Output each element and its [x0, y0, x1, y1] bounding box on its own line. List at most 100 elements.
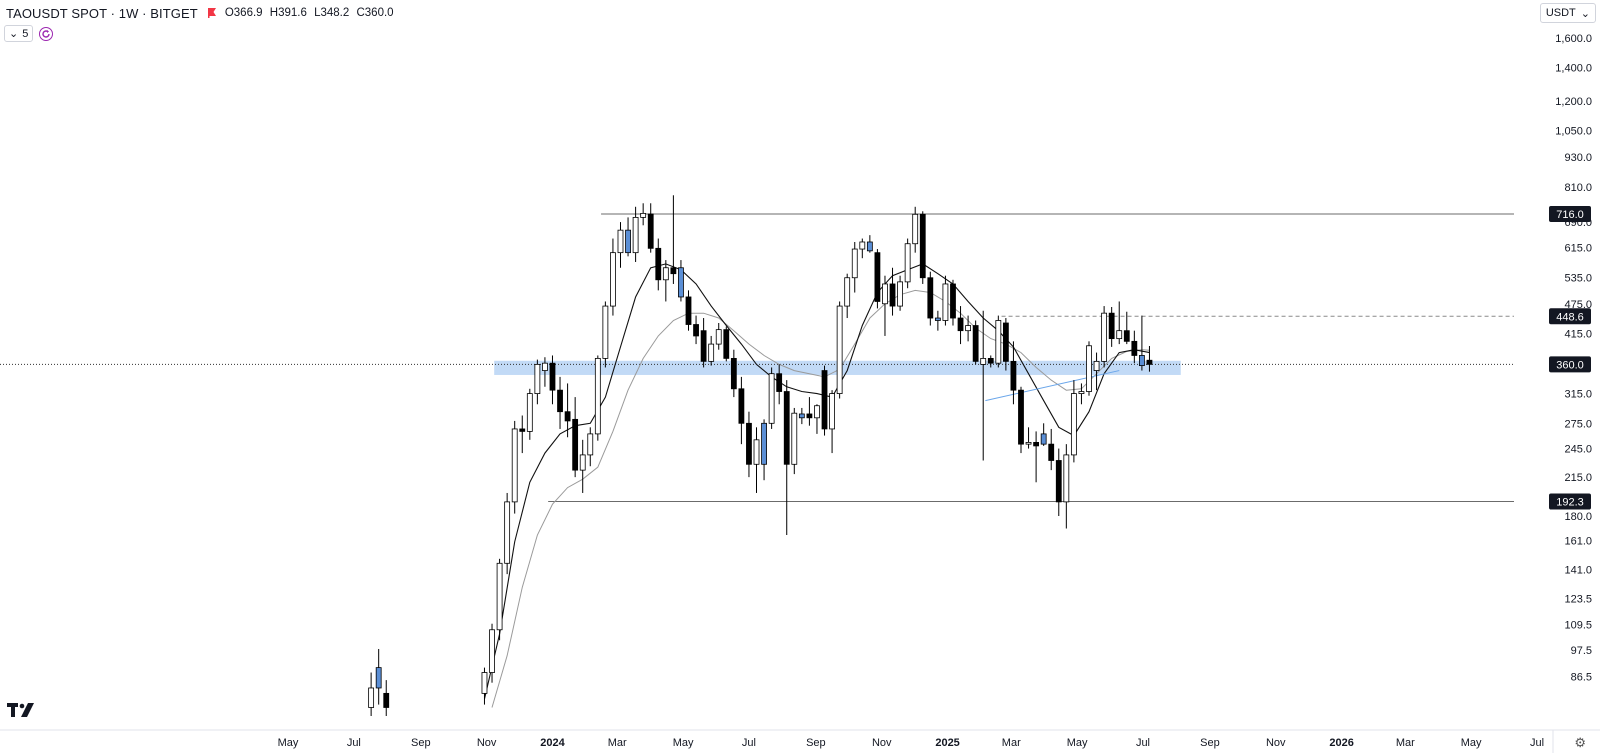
candle	[791, 407, 798, 475]
candle-body	[791, 412, 798, 465]
currency-select[interactable]: USDT ⌄	[1539, 3, 1596, 23]
flag-icon[interactable]	[207, 8, 217, 18]
candle-body	[957, 317, 964, 332]
candle-body	[738, 388, 745, 424]
y-tick-label: 123.5	[1564, 593, 1592, 605]
price-label-box	[1549, 493, 1591, 510]
candle	[1010, 341, 1017, 405]
y-tick-label: 215.0	[1564, 472, 1592, 484]
candle-body	[1018, 389, 1024, 445]
candle-body	[715, 329, 722, 345]
y-tick-label: 1,400.0	[1555, 62, 1592, 74]
candle-body	[1033, 442, 1040, 447]
candle	[534, 359, 541, 405]
candle	[746, 411, 752, 478]
candle-body	[874, 252, 881, 302]
candle-body	[1078, 391, 1085, 394]
candle-body	[1146, 359, 1153, 365]
x-tick-label: Jul	[742, 737, 756, 749]
x-tick-label: May	[673, 737, 694, 749]
candle-body	[602, 305, 609, 359]
candle-body	[534, 363, 541, 394]
candle-body	[1025, 442, 1032, 445]
candle-body	[368, 687, 375, 708]
candle	[542, 357, 548, 387]
candle-body	[972, 325, 979, 362]
candle	[640, 203, 647, 226]
candle	[662, 260, 669, 302]
candle	[730, 349, 737, 398]
candle	[738, 376, 745, 445]
tradingview-logo[interactable]	[7, 701, 35, 722]
candle	[632, 206, 639, 262]
plot-area	[0, 195, 1514, 716]
y-tick-label: 275.0	[1564, 418, 1592, 430]
candle-body	[950, 283, 956, 319]
x-tick-label: Sep	[1200, 737, 1220, 749]
x-tick-label: 2026	[1329, 737, 1353, 749]
candle	[572, 397, 579, 478]
candle	[655, 238, 662, 291]
candle	[934, 310, 941, 331]
x-tick-label: Mar	[1396, 737, 1415, 749]
indicator-count: 5	[22, 27, 29, 40]
price-label-text: 192.3	[1556, 497, 1584, 509]
candle	[1086, 341, 1092, 396]
y-tick-label: 180.0	[1564, 511, 1592, 523]
candle	[1146, 345, 1153, 372]
candle	[866, 235, 873, 253]
candle-body	[1055, 460, 1062, 503]
candle-body	[995, 320, 1002, 364]
candle-body	[617, 229, 624, 254]
symbol-title[interactable]: TAOUSDT SPOT · 1W · BITGET	[6, 5, 198, 21]
candle-body	[776, 373, 783, 392]
candle	[1138, 315, 1145, 371]
candle	[882, 275, 888, 336]
candle	[1116, 301, 1123, 345]
candle-body	[526, 393, 533, 432]
candle-body	[768, 373, 775, 424]
legend-header: TAOUSDT SPOT · 1W · BITGET O366.9 H391.6…	[6, 4, 398, 22]
candle	[594, 355, 601, 441]
candle	[647, 203, 654, 253]
candle	[980, 310, 987, 461]
candle	[579, 439, 586, 493]
candle-body	[662, 267, 669, 281]
candle-body	[746, 422, 752, 465]
candle-body	[1070, 393, 1077, 456]
candle-body	[783, 391, 790, 465]
price-label: 448.6	[1549, 308, 1591, 325]
x-tick-label: Nov	[872, 737, 892, 749]
gear-icon[interactable]: ⚙	[1574, 735, 1586, 750]
y-tick-label: 1,600.0	[1555, 33, 1592, 45]
refresh-icon[interactable]	[39, 26, 54, 41]
candle	[798, 407, 805, 425]
candle-body	[761, 422, 767, 465]
candle-body	[542, 362, 548, 371]
candle	[670, 195, 677, 284]
candle	[1070, 380, 1077, 463]
candle	[1048, 428, 1055, 471]
indicators-toggle-button[interactable]: ⌄ 5	[4, 25, 34, 42]
candle-body	[1108, 312, 1115, 340]
candle	[942, 275, 949, 326]
candle-body	[753, 439, 760, 465]
candle-body	[1123, 330, 1130, 342]
candle	[821, 365, 828, 436]
candle	[693, 315, 699, 345]
candle	[526, 388, 533, 440]
x-tick-label: 2024	[540, 737, 565, 749]
candle-body	[851, 248, 858, 279]
candle-body	[1048, 443, 1055, 461]
ohlc-values: O366.9 H391.6 L348.2 C360.0	[225, 7, 398, 19]
x-tick-label: Sep	[411, 737, 431, 749]
price-label-text: 716.0	[1556, 209, 1584, 221]
price-label-box	[1549, 206, 1591, 222]
candle	[1040, 423, 1047, 446]
candle	[859, 238, 866, 259]
price-label: 192.3	[1549, 493, 1591, 510]
candle	[708, 335, 715, 366]
price-label: 360.0	[1549, 356, 1591, 373]
candle-body	[504, 501, 511, 564]
